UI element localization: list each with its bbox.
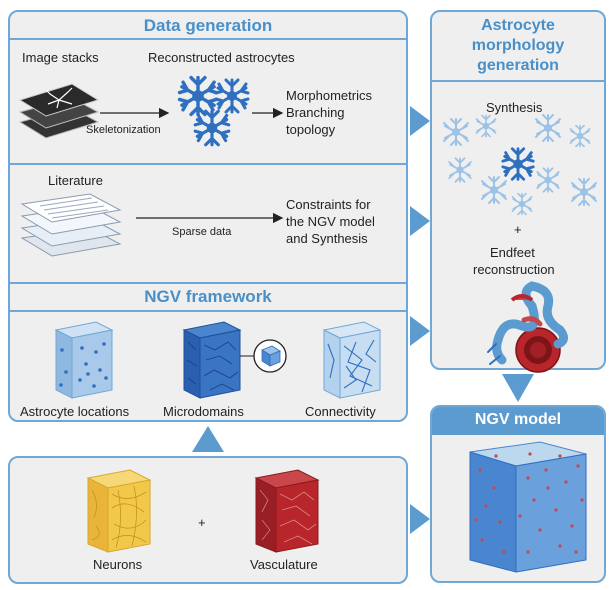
arrow-inputs-to-ngv-model xyxy=(410,504,430,534)
constraints-label-1: Constraints for xyxy=(286,197,371,212)
connectivity-label: Connectivity xyxy=(305,404,376,419)
morphometrics-label-2: Branching xyxy=(286,105,345,120)
morphology-panel: Astrocyte morphology generation xyxy=(430,10,606,370)
astrocyte-locations-label: Astrocyte locations xyxy=(20,404,130,419)
neurons-label: Neurons xyxy=(93,557,143,572)
vasculature-label: Vasculature xyxy=(250,557,318,572)
endfeet-label-1: Endfeet xyxy=(490,245,535,260)
ngv-model-title: NGV model xyxy=(474,411,562,428)
microdomains-label: Microdomains xyxy=(163,404,244,419)
arrow-datagen-to-morphology xyxy=(410,106,430,136)
skeletonization-label: Skeletonization xyxy=(86,124,161,136)
arrow-literature-to-morphology xyxy=(410,206,430,236)
constraints-label-3: and Synthesis xyxy=(286,231,368,246)
reconstructed-astrocytes-label: Reconstructed astrocytes xyxy=(148,50,295,65)
morphology-title-1: Astrocyte xyxy=(481,17,555,34)
framework-divider-bottom xyxy=(10,310,406,312)
morphology-title-2: morphology xyxy=(471,37,565,54)
sparse-data-label: Sparse data xyxy=(172,226,232,238)
ngv-framework-title: NGV framework xyxy=(144,287,272,306)
morphometrics-label-1: Morphometrics xyxy=(286,88,372,103)
morphometrics-label-3: topology xyxy=(286,122,336,137)
row-divider xyxy=(10,163,406,165)
framework-divider-top xyxy=(10,282,406,284)
data-generation-title: Data generation xyxy=(143,16,273,35)
arrow-inputs-to-framework xyxy=(192,426,224,452)
morphology-title-3: generation xyxy=(477,57,559,74)
inputs-panel xyxy=(8,456,408,584)
endfeet-label-2: reconstruction xyxy=(473,262,555,277)
arrow-framework-to-morphology xyxy=(410,316,430,346)
image-stacks-label: Image stacks xyxy=(22,50,99,65)
literature-label: Literature xyxy=(48,173,103,188)
inputs-plus: + xyxy=(198,515,206,530)
constraints-label-2: the NGV model xyxy=(286,214,375,229)
morphology-divider xyxy=(432,80,604,82)
header-divider xyxy=(10,38,406,40)
synthesis-label: Synthesis xyxy=(486,100,543,115)
arrow-morphology-to-ngv-model xyxy=(502,374,534,402)
ngv-model-header xyxy=(432,407,604,435)
morphology-plus: + xyxy=(514,222,522,237)
